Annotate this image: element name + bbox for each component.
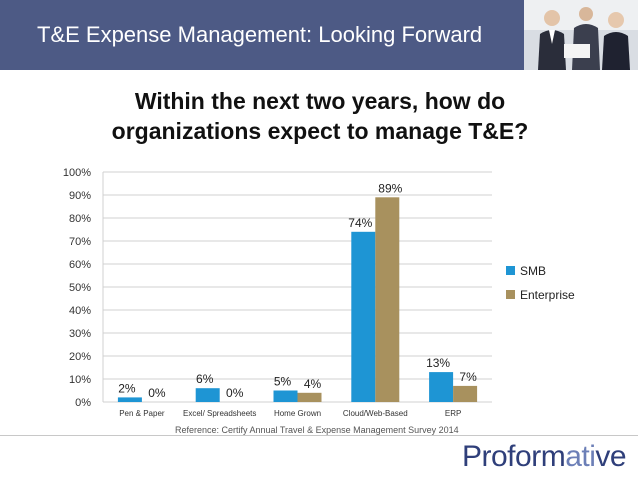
y-tick-label: 0%	[75, 397, 91, 409]
question-line-2: organizations expect to manage T&E?	[111, 118, 529, 144]
data-label: 5%	[274, 375, 292, 389]
y-tick-label: 90%	[69, 190, 91, 202]
x-tick-label: Excel/ Spreadsheets	[183, 409, 256, 418]
y-tick-label: 70%	[69, 236, 91, 248]
data-label: 0%	[226, 386, 244, 400]
y-tick-label: 10%	[69, 374, 91, 386]
header-bar: T&E Expense Management: Looking Forward	[0, 0, 638, 70]
data-label: 89%	[378, 181, 402, 195]
legend-swatch	[506, 290, 515, 299]
data-label: 6%	[196, 372, 214, 386]
slide-title: T&E Expense Management: Looking Forward	[37, 22, 483, 47]
legend-swatch	[506, 266, 515, 275]
bar	[453, 385, 478, 402]
x-tick-label: ERP	[445, 409, 461, 418]
x-tick-label: Cloud/Web-Based	[343, 409, 408, 418]
data-label: 7%	[459, 370, 477, 384]
bar	[273, 390, 298, 402]
question-line-1: Within the next two years, how do	[134, 88, 506, 114]
x-tick-label: Home Grown	[274, 409, 321, 418]
y-tick-label: 100%	[63, 167, 91, 179]
chart-question: Within the next two years, how do organi…	[70, 86, 570, 146]
y-tick-label: 20%	[69, 351, 91, 363]
y-tick-label: 40%	[69, 305, 91, 317]
reference-note: Reference: Certify Annual Travel & Expen…	[175, 425, 459, 435]
bar-chart: 0% 10% 20% 30% 40% 50% 60% 70% 80% 90% 100% 2% 0% Pen…	[63, 167, 575, 418]
bar	[351, 231, 376, 402]
y-tick-label: 60%	[69, 259, 91, 271]
data-label: 4%	[304, 377, 322, 391]
bar	[117, 397, 142, 402]
data-label: 74%	[348, 216, 372, 230]
bar	[429, 372, 454, 402]
legend-label: SMB	[520, 264, 546, 278]
bar	[375, 197, 400, 402]
footer-divider	[0, 435, 638, 436]
y-tick-label: 80%	[69, 213, 91, 225]
y-tick-label: 30%	[69, 328, 91, 340]
bar	[297, 392, 322, 402]
data-label: 2%	[118, 381, 136, 395]
proformative-logo: Proformative	[462, 440, 627, 473]
y-tick-label: 50%	[69, 282, 91, 294]
business-people-photo-icon	[524, 0, 638, 70]
data-label: 13%	[426, 356, 450, 370]
legend-label: Enterprise	[520, 288, 575, 302]
bar	[195, 388, 220, 402]
x-tick-label: Pen & Paper	[119, 409, 165, 418]
data-label: 0%	[148, 386, 166, 400]
